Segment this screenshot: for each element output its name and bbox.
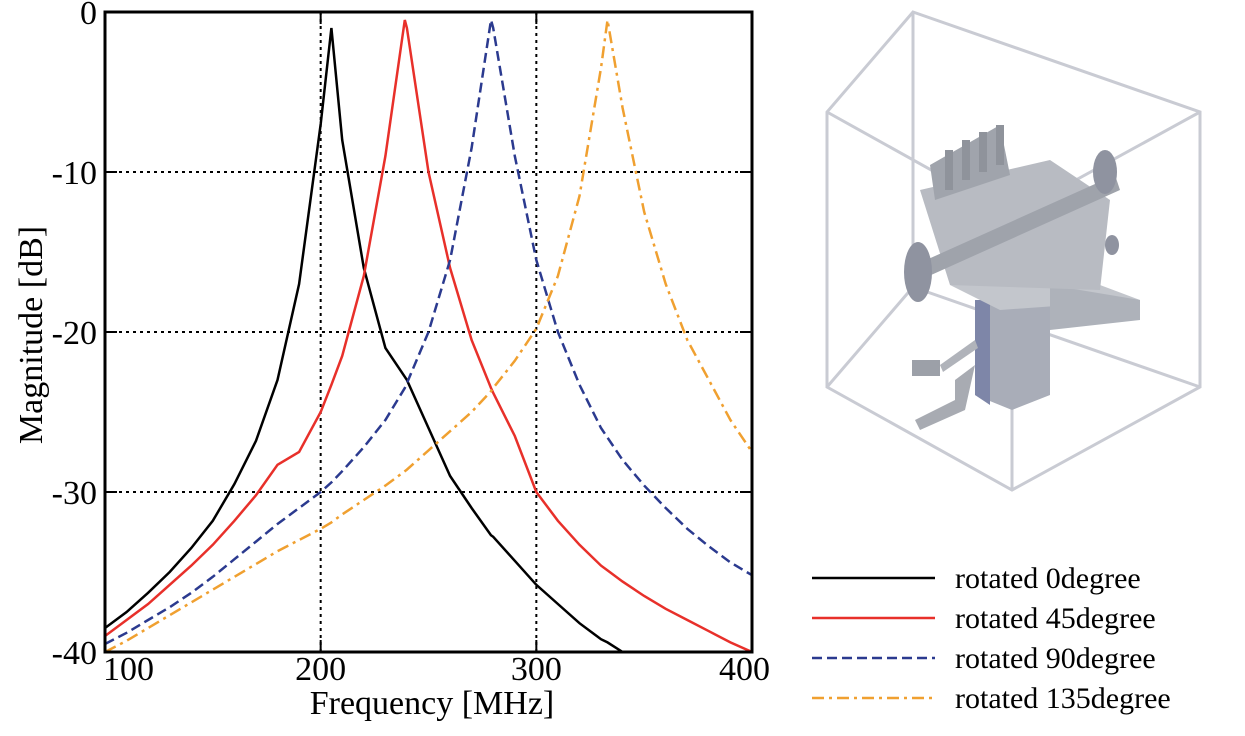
y-tick-label: -30 <box>52 475 97 512</box>
x-axis-label: Frequency [MHz] <box>310 685 555 722</box>
y-axis-label: Magnitude [dB] <box>13 226 50 444</box>
x-tick-label: 200 <box>295 651 346 688</box>
plot-frame <box>103 10 754 654</box>
model-illustration <box>825 10 1202 492</box>
legend-label: rotated 90degree <box>955 642 1156 675</box>
series-line <box>105 19 752 652</box>
y-tick-label: -40 <box>52 635 97 672</box>
legend-label: rotated 135degree <box>955 682 1171 715</box>
legend-label: rotated 45degree <box>955 602 1156 635</box>
series-line <box>105 19 752 652</box>
x-tick-label: 100 <box>103 651 154 688</box>
x-tick-label: 400 <box>719 651 770 688</box>
x-tick-label: 300 <box>511 651 562 688</box>
legend-label: rotated 0degree <box>955 562 1141 595</box>
y-tick-label: -20 <box>52 315 97 352</box>
y-tick-label: 0 <box>80 0 97 32</box>
y-tick-label: -10 <box>52 155 97 192</box>
series-line <box>105 27 624 652</box>
series-line <box>105 19 752 646</box>
